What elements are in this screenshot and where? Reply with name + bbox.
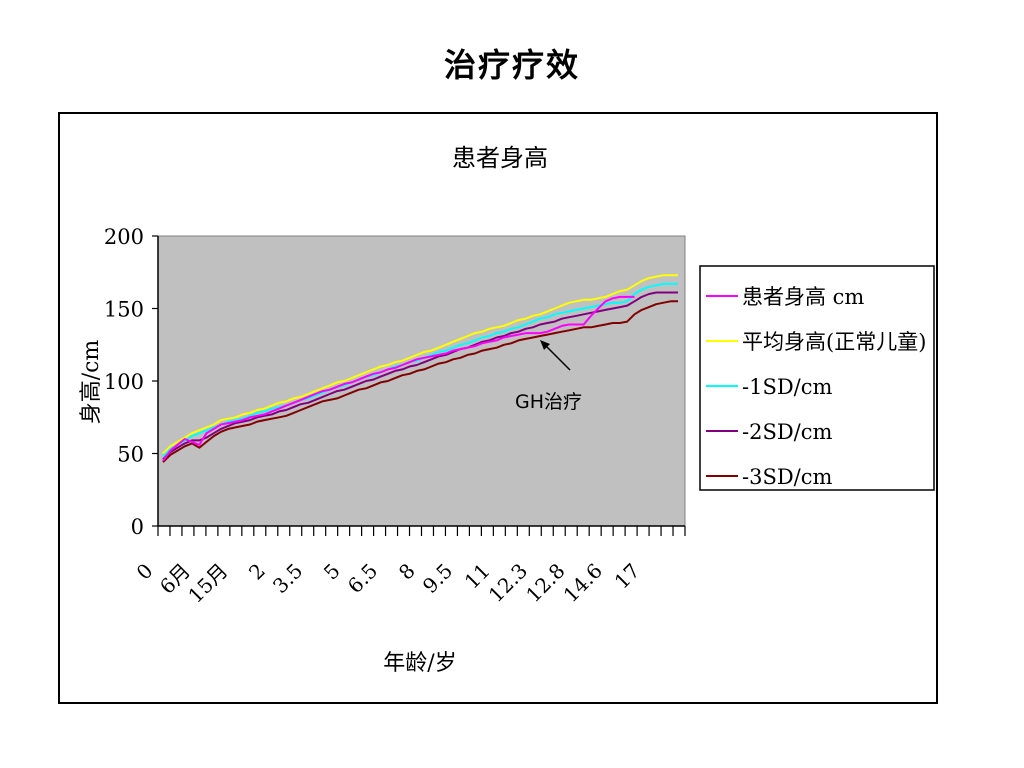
x-tick-label: 0 [132, 559, 158, 585]
x-tick-label: 5 [319, 559, 345, 585]
y-tick-label: 200 [104, 225, 144, 249]
y-axis-label: 身高/cm [79, 340, 104, 425]
x-tick-label: 9.5 [418, 559, 457, 598]
y-tick-label: 100 [104, 370, 144, 394]
x-tick-label: 3.5 [268, 559, 307, 598]
series-line [162, 291, 678, 461]
series-line [162, 300, 678, 463]
x-tick-label: 15月 [183, 559, 232, 608]
x-tick-label: 2 [244, 559, 270, 585]
x-tick-label: 6.5 [343, 559, 382, 598]
legend-label: -1SD/cm [742, 375, 833, 399]
series-line [162, 295, 635, 462]
y-axis-ticks: 0 50 100 150 200 [104, 225, 158, 539]
legend-label: -3SD/cm [742, 465, 833, 489]
chart-title: 患者身高 [452, 144, 548, 172]
legend: 患者身高 cm 平均身高(正常儿童) -1SD/cm -2SD/cm -3SD/cm [699, 265, 935, 491]
chart-frame: 患者身高 0 50 100 150 200 0 6月 15月 2 3.5 5 6.5 8 9.5 11 12… [58, 112, 938, 704]
x-tick-label: 14.6 [559, 559, 607, 607]
y-tick-label: 150 [104, 298, 144, 322]
x-tick-label: 12.8 [521, 559, 569, 607]
x-tick-label: 8 [394, 559, 420, 585]
series-line [162, 274, 678, 455]
x-tick-label: 17 [610, 559, 645, 594]
legend-items: 患者身高 cm 平均身高(正常儿童) -1SD/cm -2SD/cm -3SD/cm [706, 285, 926, 489]
x-tick-label: 12.3 [484, 559, 532, 607]
legend-label: 平均身高(正常儿童) [742, 330, 926, 354]
legend-box [699, 265, 935, 491]
legend-label: -2SD/cm [742, 420, 833, 444]
slide-title: 治疗疗效 [443, 46, 580, 84]
annotation-arrowhead [540, 340, 550, 350]
legend-label: 患者身高 cm [742, 285, 864, 309]
y-tick-label: 0 [131, 515, 144, 539]
x-axis-label: 年龄/岁 [383, 651, 456, 676]
y-tick-label: 50 [117, 443, 144, 467]
series-lines [162, 274, 678, 463]
annotation-label: GH治疗 [515, 391, 582, 413]
plot-area [157, 235, 686, 527]
